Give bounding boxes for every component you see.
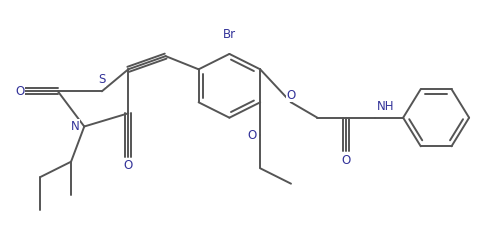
Text: O: O: [247, 129, 257, 142]
Text: N: N: [71, 120, 80, 133]
Text: O: O: [287, 89, 295, 102]
Text: O: O: [16, 85, 25, 98]
Text: S: S: [98, 73, 106, 86]
Text: O: O: [341, 154, 351, 167]
Text: Br: Br: [223, 28, 236, 41]
Text: NH: NH: [377, 100, 394, 113]
Text: O: O: [124, 159, 133, 173]
